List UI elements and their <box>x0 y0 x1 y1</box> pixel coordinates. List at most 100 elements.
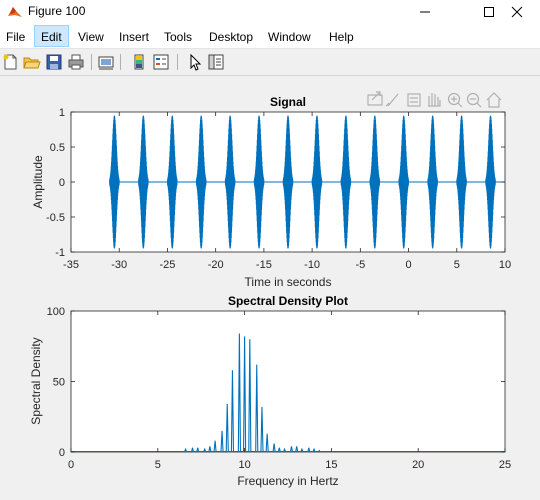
export-icon[interactable] <box>367 91 383 106</box>
spectral-ytick-label: 50 <box>53 377 65 389</box>
print-icon[interactable] <box>67 53 85 71</box>
link-plot-icon[interactable] <box>97 53 115 71</box>
spectral-ylabel: Spectral Density <box>29 337 43 424</box>
zoom-in-icon[interactable] <box>447 92 463 108</box>
maximize-icon <box>484 7 494 17</box>
window-title: Figure 100 <box>28 4 86 18</box>
minimize-button[interactable] <box>402 0 448 24</box>
signal-xtick-label: 0 <box>405 259 411 271</box>
signal-pulse <box>195 115 207 249</box>
signal-xtick-label: -10 <box>304 259 320 271</box>
menu-tools[interactable]: Tools <box>164 30 193 44</box>
spectral-peak <box>213 440 217 453</box>
spectral-peak <box>295 446 299 453</box>
signal-pulse <box>282 115 294 249</box>
menu-insert[interactable]: Insert <box>119 30 150 44</box>
new-figure-icon[interactable] <box>2 53 20 71</box>
colorbar-icon[interactable] <box>130 53 148 71</box>
edit-plot-pointer-icon[interactable] <box>186 53 204 71</box>
toolbar-separator <box>177 54 178 70</box>
zoom-out-icon[interactable] <box>466 92 482 108</box>
spectral-peak <box>184 447 188 453</box>
axes-toolbar <box>367 91 502 108</box>
spectral-peak <box>317 449 321 453</box>
menu-help[interactable]: Help <box>329 30 354 44</box>
signal-ticks: -35 -30 -25 -20 -15 -10 -5 0 5 10 1 0.5 0 -0.5 -1 <box>46 107 511 271</box>
legend-icon[interactable] <box>152 53 170 71</box>
signal-pulse <box>311 115 323 249</box>
signal-xtick-label: -25 <box>159 259 175 271</box>
signal-xtick-label: -5 <box>355 259 365 271</box>
minimize-icon <box>420 11 430 13</box>
signal-ytick-label: -1 <box>55 247 65 259</box>
figure-canvas: -35 -30 -25 -20 -15 -10 -5 0 5 10 1 0.5 0 -0.5 -1 Sign… <box>0 76 540 495</box>
toolbar-separator <box>91 54 92 70</box>
spectral-peak <box>230 370 235 453</box>
signal-ylabel: Amplitude <box>31 155 45 209</box>
brush-icon[interactable] <box>385 93 399 107</box>
signal-pulse <box>340 115 352 249</box>
spectral-peak <box>248 339 252 453</box>
menu-edit[interactable]: Edit <box>34 25 69 47</box>
signal-pulse <box>109 115 120 249</box>
signal-pulse <box>138 115 149 249</box>
maximize-button[interactable] <box>466 0 512 24</box>
signal-pulse <box>253 115 265 249</box>
toolbar-separator <box>120 54 121 70</box>
signal-xtick-label: -30 <box>111 259 127 271</box>
spectral-peak <box>282 447 287 453</box>
spectral-peak <box>225 404 229 453</box>
spectral-peak <box>208 446 212 453</box>
signal-xtick-label: -35 <box>63 259 79 271</box>
menu-window[interactable]: Window <box>268 30 311 44</box>
spectral-peak <box>300 447 304 453</box>
spectral-peak <box>196 447 200 453</box>
spectral-peak <box>190 447 195 453</box>
title-bar: Figure 100 <box>0 0 540 24</box>
spectral-peak <box>260 406 264 453</box>
spectral-peak <box>312 447 316 453</box>
spectral-ytick-label: 100 <box>47 306 65 318</box>
signal-pulse <box>456 115 467 249</box>
spectral-xtick-label: 10 <box>238 459 250 471</box>
signal-ytick-label: -0.5 <box>46 212 65 224</box>
spectral-ticks: 0 5 10 15 20 25 100 50 0 <box>47 306 511 471</box>
spectral-peak <box>272 443 276 453</box>
pan-hand-icon[interactable] <box>428 93 441 107</box>
spectral-line <box>71 333 505 453</box>
open-file-icon[interactable] <box>23 53 41 71</box>
menu-desktop[interactable]: Desktop <box>209 30 254 44</box>
spectral-peak <box>289 446 294 453</box>
close-button[interactable] <box>494 0 540 24</box>
spectral-xtick-label: 25 <box>499 459 511 471</box>
signal-pulse <box>224 115 236 249</box>
close-icon <box>511 6 523 18</box>
signal-ytick-label: 1 <box>59 107 65 119</box>
property-inspector-icon[interactable] <box>207 53 225 71</box>
spectral-peak <box>255 364 259 453</box>
spectral-xtick-label: 5 <box>155 459 161 471</box>
menu-file[interactable]: File <box>6 30 26 44</box>
home-icon[interactable] <box>486 92 502 108</box>
signal-xtick-label: -15 <box>256 259 272 271</box>
signal-axes: -35 -30 -25 -20 -15 -10 -5 0 5 10 1 0.5 0 -0.5 -1 Sign… <box>31 95 511 289</box>
spectral-peak <box>243 336 247 453</box>
spectral-xtick-label: 0 <box>68 459 74 471</box>
menu-view[interactable]: View <box>78 30 104 44</box>
signal-ytick-label: 0 <box>59 177 65 189</box>
signal-line <box>109 115 505 249</box>
data-tip-icon[interactable] <box>407 93 421 107</box>
spectral-peak <box>277 447 281 453</box>
spectral-plot-box <box>70 310 506 453</box>
spectral-title: Spectral Density Plot <box>228 294 348 308</box>
spectral-xlabel: Frequency in Hertz <box>237 474 338 488</box>
toolbar <box>0 49 540 76</box>
signal-title: Signal <box>270 95 306 109</box>
save-icon[interactable] <box>45 53 63 71</box>
signal-pulse <box>398 115 410 249</box>
signal-pulse <box>166 115 178 249</box>
signal-xlabel: Time in seconds <box>245 275 332 289</box>
signal-pulse <box>369 115 381 249</box>
signal-xtick-label: 5 <box>454 259 460 271</box>
matlab-logo-icon <box>8 7 22 17</box>
